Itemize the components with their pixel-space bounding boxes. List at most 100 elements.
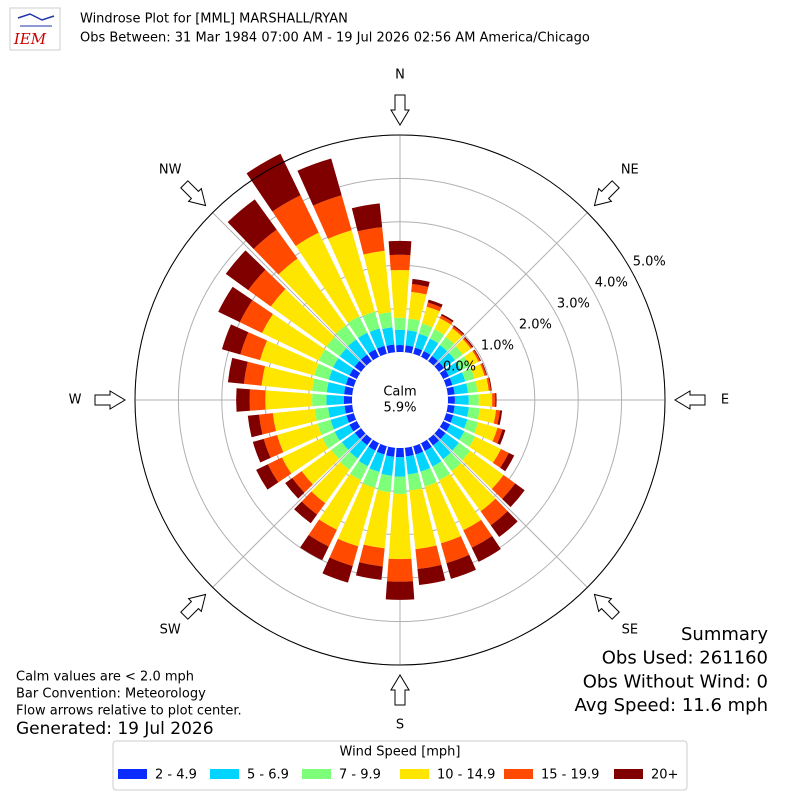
bar-segment [368, 439, 380, 451]
bar-segment [477, 408, 497, 424]
bar-segment [314, 407, 330, 421]
grid-spoke [212, 212, 367, 367]
bar-segment [281, 437, 329, 474]
bar-segment [369, 328, 385, 349]
legend-label: 5 - 6.9 [247, 768, 289, 783]
bar-segment [415, 545, 442, 570]
bar-segment [314, 363, 333, 380]
bar-segment [424, 482, 461, 544]
bar-segment [308, 519, 337, 547]
bar-segment [322, 431, 340, 449]
bar-segment [354, 360, 366, 372]
bar-segment [326, 336, 347, 357]
bar-segment [363, 489, 391, 549]
bar-segment [451, 463, 496, 512]
bar-segment [247, 414, 263, 438]
bar-segment [394, 456, 406, 477]
legend-label: 7 - 9.9 [339, 768, 381, 783]
bar-segment [470, 364, 485, 379]
radial-tick-label: 3.0% [557, 296, 590, 311]
bar-segment [414, 333, 429, 351]
bar-segment [312, 378, 329, 393]
bar-segment [438, 473, 482, 531]
bar-segment [411, 278, 430, 287]
bar-segment [445, 361, 462, 377]
radial-tick-label: 1.0% [481, 338, 514, 353]
bar-segment [339, 348, 360, 368]
legend-swatch [504, 769, 533, 779]
bar-segment [490, 511, 518, 537]
bar-segment [421, 306, 440, 328]
bar-segment [415, 451, 431, 472]
bar-segment [488, 377, 492, 391]
bar-segment [246, 153, 301, 212]
bar-segment [429, 329, 445, 344]
bar-segment [446, 404, 455, 414]
bar-segment [378, 312, 393, 330]
bar-segment [358, 332, 376, 354]
bar-segment [267, 457, 292, 483]
bar-segment [446, 386, 455, 396]
bar-segment [459, 431, 476, 447]
bar-segment [463, 519, 493, 548]
bar-segment [343, 395, 353, 405]
radial-tick-label: 2.0% [519, 317, 552, 332]
bar-segment [462, 450, 504, 489]
bar-segment [272, 408, 317, 432]
generated: Generated: 19 Jul 2026 [16, 719, 214, 739]
bar-segment [277, 423, 322, 453]
bar-segment [427, 299, 443, 308]
logo-box [9, 7, 61, 51]
bar-segment [344, 404, 354, 414]
bar-segment [249, 389, 266, 411]
bar-segment [382, 327, 395, 346]
bar-segment [439, 336, 455, 352]
bar-segment [418, 323, 433, 338]
bar-segment [426, 302, 442, 312]
grid-spoke [433, 433, 588, 588]
bar-segment [326, 382, 346, 395]
bar-segment [447, 396, 455, 404]
bar-segment [386, 446, 396, 457]
bar-segment [363, 250, 391, 315]
bar-segment [439, 315, 453, 325]
flow-arrow [593, 593, 620, 620]
bar-segment [239, 300, 273, 333]
compass-label: E [721, 393, 729, 408]
bar-segment [448, 346, 463, 361]
bar-segment [492, 427, 503, 444]
bar-segment [475, 378, 489, 392]
bar-segment [466, 381, 478, 393]
legend-label: 20+ [651, 768, 678, 783]
bar-segment [377, 345, 387, 357]
bar-segment [443, 413, 454, 423]
bar-segment [334, 424, 354, 441]
bar-segment [297, 158, 342, 206]
bar-segment [432, 461, 451, 481]
bar-segment [349, 420, 361, 432]
chart-subtitle: Obs Between: 31 Mar 1984 07:00 AM - 19 J… [80, 31, 590, 46]
bar-segment [270, 288, 335, 347]
bar-segment [388, 240, 412, 256]
bar-segment [434, 318, 451, 335]
bar-segment [420, 467, 437, 487]
legend-label: 15 - 19.9 [541, 768, 599, 783]
bar-segment [417, 564, 446, 586]
legend-swatch [400, 769, 429, 779]
legend-swatch [302, 769, 331, 779]
bar-segment [388, 493, 412, 560]
bar-segment [452, 326, 464, 337]
bar-segment [456, 356, 470, 371]
bar-segment [369, 451, 385, 473]
bar-segment [344, 386, 354, 396]
bar-segment [395, 447, 405, 458]
bar-segment [413, 443, 424, 455]
bar-segment [252, 438, 271, 463]
bar-segment [243, 361, 266, 386]
bar-segment [454, 395, 469, 405]
bar-segment [452, 442, 471, 461]
bar-segment [439, 420, 451, 432]
bar-segment [340, 451, 358, 470]
bar-segment [439, 352, 456, 369]
bar-segment [468, 394, 479, 406]
